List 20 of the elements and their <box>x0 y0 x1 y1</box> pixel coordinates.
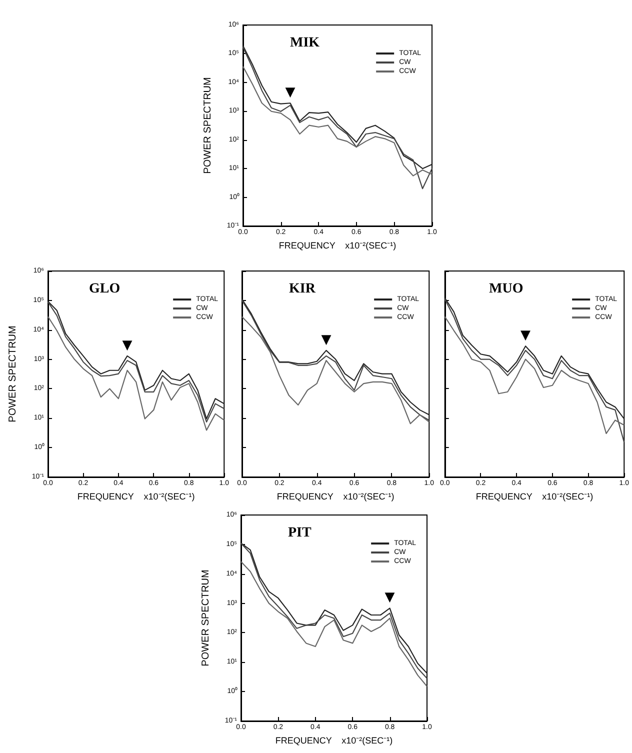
x-axis-title: FREQUENCY x10⁻²(SEC⁻¹) <box>77 492 195 502</box>
text: PIT <box>288 526 312 540</box>
text: KIR <box>289 282 316 296</box>
x-axis-title: FREQUENCY x10⁻²(SEC⁻¹) <box>476 492 594 502</box>
text: MIK <box>290 36 320 50</box>
line-series <box>242 66 433 176</box>
text: MUO <box>489 282 524 296</box>
line-series <box>47 316 225 431</box>
y-axis-title: POWER SPECTRUM <box>8 326 18 422</box>
text: GLO <box>89 282 120 296</box>
annotation: ▼ <box>285 85 296 100</box>
annotation: ▼ <box>520 328 531 344</box>
annotation: ▼ <box>384 590 395 606</box>
x-axis-title: FREQUENCY x10⁻²(SEC⁻¹) <box>278 240 396 250</box>
y-axis-title: POWER SPECTRUM <box>200 570 212 666</box>
annotation: ▼ <box>321 332 332 348</box>
y-axis-title: POWER SPECTRUM <box>202 77 214 174</box>
x-axis-title: FREQUENCY x10⁻²(SEC⁻¹) <box>275 736 393 746</box>
annotation: ▼ <box>122 338 132 353</box>
x-axis-title: FREQUENCY x10⁻²(SEC⁻¹) <box>276 492 394 502</box>
